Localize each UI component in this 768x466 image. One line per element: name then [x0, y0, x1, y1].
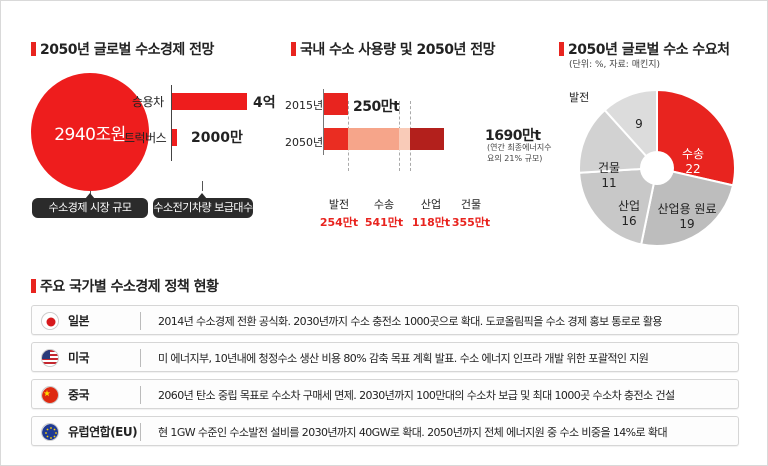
- pie-slice: [578, 166, 659, 246]
- policy-row-japan: 일본 2014년 수소경제 전환 공식화. 2030년까지 수소 충전소 100…: [31, 305, 739, 335]
- vehicle-label-car: 승용차: [132, 95, 164, 109]
- bar-2050-segment-3: [399, 128, 411, 150]
- eu-flag-icon: [41, 423, 59, 441]
- category-name: 건물: [460, 198, 482, 211]
- country-name: 미국: [68, 351, 90, 365]
- category-value: 254만t: [319, 216, 359, 229]
- pill-arrow: [197, 193, 207, 199]
- value-2015: 250만t: [353, 99, 400, 115]
- row-divider: [140, 349, 141, 367]
- usage-axis: [323, 89, 324, 155]
- bar-2050-segment-2: [348, 128, 400, 150]
- country-name: 유럽연합(EU): [68, 425, 138, 439]
- japan-flag-icon: [41, 312, 59, 330]
- category-value: 118만t: [411, 216, 451, 229]
- policy-text: 2014년 수소경제 전환 공식화. 2030년까지 수소 충전소 1000곳으…: [158, 315, 663, 328]
- pie-slice: [640, 166, 735, 247]
- country-name: 일본: [68, 314, 90, 328]
- section2-title: 국내 수소 사용량 및 2050년 전망: [291, 39, 496, 59]
- row-divider: [140, 386, 141, 404]
- usa-flag-icon: [41, 349, 59, 367]
- policy-text: 현 1GW 수준인 수소발전 설비를 2030년까지 40GW로 확대. 205…: [158, 426, 668, 439]
- pie-slice-label: 산업: [618, 199, 640, 213]
- policy-text: 2060년 탄소 중립 목표로 수소차 구매세 면제. 2030년까지 100만…: [158, 389, 675, 402]
- pill-arrow: [85, 193, 95, 199]
- pie-slice: [603, 88, 658, 171]
- market-size-value: 2940조원: [54, 124, 126, 145]
- pie-slice-value: 19: [679, 217, 694, 231]
- pie-slice-value: 16: [621, 214, 636, 228]
- vehicle-label-truckbus: 트럭버스: [124, 131, 167, 145]
- pie-slice-label: 수송: [682, 147, 704, 161]
- row-divider: [140, 423, 141, 441]
- china-flag-icon: [41, 386, 59, 404]
- category-name: 산업: [420, 198, 442, 211]
- policy-title: 주요 국가별 수소경제 정책 현황: [31, 276, 219, 296]
- bar-2050-segment-1: [324, 128, 349, 150]
- title-marker: [559, 42, 564, 56]
- bar-truckbus: [172, 129, 177, 146]
- policy-row-eu: 유럽연합(EU) 현 1GW 수준인 수소발전 설비를 2030년까지 40GW…: [31, 416, 739, 446]
- policy-row-usa: 미국 미 에너지부, 10년내에 청정수소 생산 비용 80% 감축 목표 계획…: [31, 342, 739, 372]
- vehicle-axis: [171, 85, 172, 161]
- pie-slice-label: 건물: [598, 161, 620, 175]
- category-name: 발전: [328, 198, 350, 211]
- section3-title: 2050년 글로벌 수소 수요처: [559, 39, 730, 59]
- value-2050: 1690만t: [485, 128, 541, 144]
- pie-slice-value: 9: [635, 117, 643, 131]
- vehicles-label: 수소전기차량 보급대수: [153, 198, 253, 218]
- year-2050-label: 2050년: [285, 136, 324, 149]
- category-value: 541만t: [364, 216, 404, 229]
- connector-line: [202, 181, 203, 191]
- value-truckbus: 2000만: [191, 130, 243, 146]
- bar-2050-segment-4: [410, 128, 445, 150]
- bar-2015: [324, 93, 348, 115]
- pie-slice-value: 22: [685, 162, 700, 176]
- row-divider: [140, 312, 141, 330]
- pie-slice: [578, 108, 660, 174]
- pie-slice: [656, 88, 736, 187]
- year-2015-label: 2015년: [285, 99, 324, 112]
- market-size-label: 수소경제 시장 규모: [32, 198, 148, 218]
- policy-text: 미 에너지부, 10년내에 청정수소 생산 비용 80% 감축 목표 계획 발표…: [158, 352, 649, 365]
- title-marker: [31, 42, 36, 56]
- category-value: 355만t: [451, 216, 491, 229]
- pie-slice-value: 11: [601, 176, 616, 190]
- pie-slice-label: 산업용 원료: [657, 202, 716, 216]
- country-name: 중국: [68, 388, 90, 402]
- policy-row-china: 중국 2060년 탄소 중립 목표로 수소차 구매세 면제. 2030년까지 1…: [31, 379, 739, 409]
- pie-center-hole: [640, 151, 674, 185]
- pie-outer-label-power: 발전: [569, 91, 590, 104]
- title-marker: [31, 279, 36, 293]
- section1-title: 2050년 글로벌 수소경제 전망: [31, 39, 214, 59]
- bar-car: [172, 93, 247, 110]
- value-car: 4억: [253, 95, 276, 111]
- category-name: 수송: [373, 198, 395, 211]
- title-marker: [291, 42, 296, 56]
- market-size-circle: 2940조원: [31, 73, 149, 191]
- note-2050: (연간 최종에너지수요의 21% 규모): [487, 143, 552, 163]
- unit-note: (단위: %, 자료: 매킨지): [569, 60, 661, 70]
